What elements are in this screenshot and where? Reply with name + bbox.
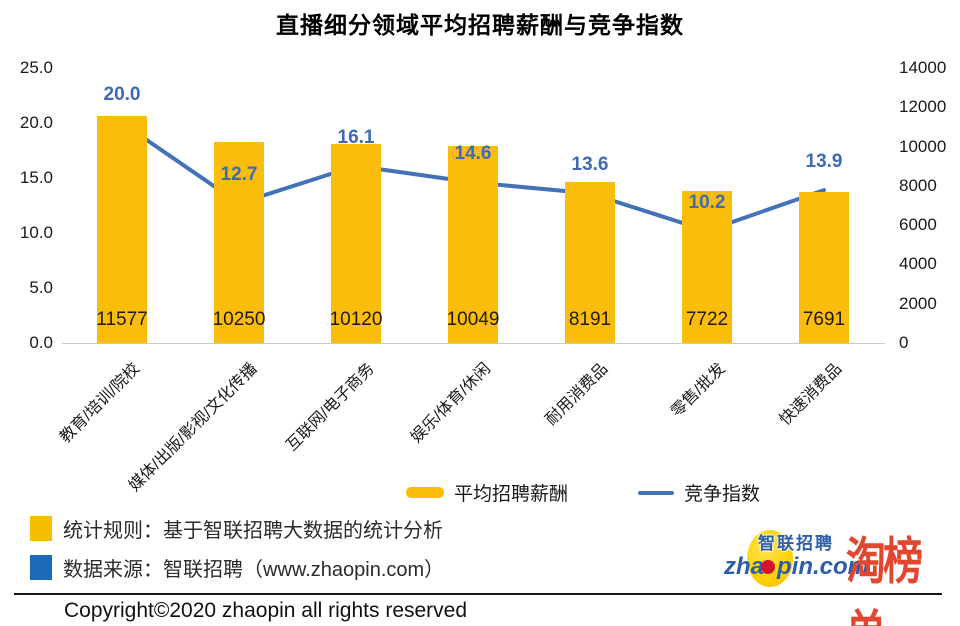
competition-index-label: 12.7 <box>220 164 258 186</box>
right-axis-tick-label: 6000 <box>899 215 937 235</box>
logo-area: zha pin.com 智联招聘 淘榜单 <box>700 513 956 626</box>
salary-bar <box>331 144 381 343</box>
legend: 平均招聘薪酬 竞争指数 <box>406 479 760 506</box>
salary-bar <box>448 145 498 343</box>
copyright-text: Copyright©2020 zhaopin all rights reserv… <box>64 599 468 622</box>
salary-bar <box>682 191 732 343</box>
right-axis-tick-label: 10000 <box>899 136 947 156</box>
zhaopin-egg-icon <box>747 530 793 587</box>
salary-bar <box>799 191 849 343</box>
competition-index-label: 20.0 <box>103 84 141 105</box>
right-axis-tick-label: 2000 <box>899 293 937 313</box>
zhaopin-logo-chinese: 智联招聘 <box>758 534 834 553</box>
competition-index-label: 14.6 <box>454 143 492 165</box>
category-label: 耐用消费品 <box>542 360 612 429</box>
salary-value-label: 10120 <box>329 309 383 330</box>
legend-bar-swatch <box>406 487 444 498</box>
right-axis-tick-label: 8000 <box>899 175 937 195</box>
zhaopin-red-dot-icon <box>761 560 775 574</box>
category-label: 媒体/出版/影视/文化传播 <box>125 360 261 495</box>
salary-value-label: 7691 <box>802 309 846 330</box>
salary-bar <box>97 115 147 343</box>
category-label: 娱乐/体育/休闲 <box>408 360 495 447</box>
right-axis-tick-label: 0 <box>899 333 909 352</box>
plot-area: 11577 10250 10120 10049 8191 7722 7691 20.0 12.7… <box>75 68 872 343</box>
category-label: 零售/批发 <box>667 360 729 421</box>
left-axis-tick-label: 15.0 <box>19 168 53 187</box>
category-label: 快速消费品 <box>776 360 846 429</box>
competition-index-label: 13.9 <box>805 151 843 173</box>
left-axis-tick-label: 0.0 <box>29 333 53 352</box>
legend-bar-label: 平均招聘薪酬 <box>454 484 569 505</box>
blue-square-bullet <box>30 555 52 580</box>
yellow-square-bullet <box>30 516 52 541</box>
right-axis-tick-label: 12000 <box>899 97 947 117</box>
salary-value-label: 11577 <box>96 309 148 330</box>
zhaopin-logo-text-right: pin.com <box>777 553 870 580</box>
salary-value-label: 10049 <box>446 309 500 330</box>
footer-divider <box>14 593 942 595</box>
left-axis-tick-label: 5.0 <box>29 278 53 297</box>
taobangdan-logo: 淘榜单 <box>846 534 923 626</box>
right-axis-tick-label: 4000 <box>899 254 937 274</box>
zhaopin-logo-text-left: zha <box>724 553 765 580</box>
footnote-statistic-rule: 统计规则：基于智联招聘大数据的统计分析 <box>30 514 443 543</box>
legend-line-swatch <box>638 490 675 495</box>
right-axis-tick-label: 14000 <box>899 58 947 77</box>
competition-index-label: 10.2 <box>688 191 726 213</box>
right-axis: 14000 12000 10000 8000 6000 4000 2000 0 <box>899 58 959 352</box>
category-label: 互联网/电子商务 <box>282 360 378 455</box>
salary-value-label: 10250 <box>212 309 266 330</box>
left-axis-tick-label: 25.0 <box>19 58 53 77</box>
x-axis-baseline <box>62 343 885 344</box>
footnote-data-source: 数据来源：智联招聘（www.zhaopin.com） <box>30 553 444 582</box>
left-axis-tick-label: 10.0 <box>19 223 53 242</box>
footnote-text: 统计规则：基于智联招聘大数据的统计分析 <box>63 520 443 542</box>
legend-line-label: 竞争指数 <box>684 484 761 505</box>
salary-value-label: 8191 <box>568 309 612 330</box>
competition-index-label: 13.6 <box>571 154 609 176</box>
category-label: 教育/培训/院校 <box>57 360 144 447</box>
footnote-text: 数据来源：智联招聘（www.zhaopin.com） <box>63 559 445 581</box>
salary-value-label: 7722 <box>685 309 729 330</box>
left-axis-tick-label: 20.0 <box>19 113 53 132</box>
salary-bar <box>565 182 615 343</box>
competition-index-label: 16.1 <box>337 126 375 148</box>
salary-bar <box>214 141 264 343</box>
chart-title: 直播细分领域平均招聘薪酬与竞争指数 <box>276 12 684 38</box>
left-axis: 25.0 20.0 15.0 10.0 5.0 0.0 <box>0 58 55 352</box>
